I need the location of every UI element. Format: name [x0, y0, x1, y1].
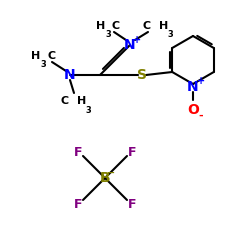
Text: F: F	[74, 146, 82, 158]
Text: 3: 3	[105, 30, 111, 39]
Text: -: -	[199, 111, 203, 121]
Text: N: N	[64, 68, 76, 82]
Text: F: F	[74, 198, 82, 210]
Text: N: N	[124, 38, 136, 52]
Text: C: C	[61, 96, 69, 106]
Text: F: F	[128, 146, 136, 158]
Text: H: H	[96, 21, 105, 31]
Text: H: H	[77, 96, 86, 106]
Text: N: N	[187, 80, 199, 94]
Text: C: C	[143, 21, 151, 31]
Text: +: +	[133, 35, 141, 45]
Text: O: O	[187, 103, 199, 117]
Text: 3: 3	[167, 30, 173, 39]
Text: −: −	[107, 168, 115, 178]
Text: F: F	[128, 198, 136, 210]
Text: 3: 3	[85, 106, 91, 115]
Text: H: H	[31, 51, 40, 61]
Text: C: C	[111, 21, 119, 31]
Text: S: S	[137, 68, 147, 82]
Text: C: C	[48, 51, 56, 61]
Text: B: B	[100, 171, 110, 185]
Text: +: +	[197, 76, 205, 86]
Text: H: H	[159, 21, 168, 31]
Text: 3: 3	[40, 60, 46, 69]
